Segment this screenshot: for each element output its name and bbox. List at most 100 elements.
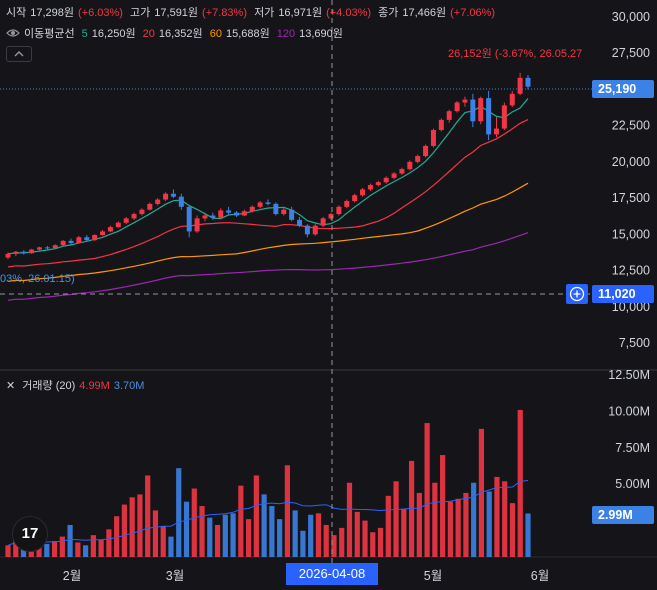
candle-body (233, 212, 239, 216)
candlestick-series (5, 72, 531, 259)
candle-body (320, 218, 326, 226)
volume-bar (176, 468, 182, 557)
volume-bar (230, 513, 236, 557)
candle-body (170, 193, 176, 197)
volume-legend: ✕ 거래량 (20) 4.99M 3.70M (6, 377, 148, 393)
volume-bar (67, 524, 73, 557)
ma60-line (7, 182, 529, 282)
ma5-line (7, 98, 529, 255)
tradingview-logo[interactable]: 17 (12, 516, 48, 552)
time-axis-tick: 2월 (63, 569, 81, 583)
volume-label: 거래량 (20) (22, 380, 76, 392)
volume-bar (207, 517, 213, 557)
volume-bar (502, 481, 508, 557)
volume-bar (277, 519, 283, 557)
candle-body (367, 185, 373, 190)
moving-average-lines (7, 98, 529, 301)
candle-body (76, 237, 82, 244)
volume-bar (214, 524, 221, 557)
candle-body (430, 130, 436, 146)
volume-bar (354, 511, 360, 557)
time-axis-tick: 5월 (424, 569, 442, 583)
volume-bar (401, 508, 407, 557)
candle-body (68, 240, 74, 244)
volume-series (5, 409, 531, 557)
volume-axis-tick: 10.00M (608, 404, 650, 418)
candle-body (297, 219, 303, 226)
volume-bar (261, 494, 267, 557)
candle-body (493, 128, 499, 135)
volume-bar (517, 409, 523, 557)
volume-bar (486, 491, 492, 557)
ma-legend: 이동평균선 5 16,250원 20 16,352원 60 15,688원 120 13… (6, 25, 347, 41)
visibility-toggle-icon[interactable] (6, 27, 20, 39)
volume-bar (455, 498, 461, 557)
collapse-legend-button[interactable] (6, 46, 32, 62)
candle-body (186, 206, 192, 232)
ohlc-legend: 시작 17,298원 (+6.03%) 고가 17,591원 (+7.83%) 저가 16… (6, 4, 499, 20)
volume-bar (245, 519, 252, 557)
volume-bar (168, 536, 174, 557)
volume-bar (331, 535, 337, 557)
volume-bar (370, 532, 376, 557)
volume-bar (284, 465, 291, 557)
low-value: 16,971원 (278, 7, 323, 19)
plus-circle-icon (569, 286, 585, 302)
candle-body (383, 177, 389, 183)
volume-bar (121, 504, 128, 557)
volume-bar (292, 510, 298, 557)
candle-body (501, 105, 507, 129)
high-label: 고가 (130, 7, 151, 19)
volume-bar (471, 482, 477, 557)
volume-bar (408, 460, 415, 557)
low-marker-annotation: 03%, 26.01.15) (0, 273, 75, 285)
candle-body (21, 251, 27, 254)
volume-bar (98, 539, 104, 557)
candle-body (478, 98, 484, 122)
volume-bar (59, 536, 65, 557)
axes: 30,00027,50025,00022,50020,00017,50015,0… (63, 10, 650, 583)
volume-value-2: 3.70M (113, 380, 145, 392)
candle-body (37, 247, 43, 250)
volume-bar (51, 540, 58, 557)
candle-body (131, 214, 137, 219)
volume-close-icon[interactable]: ✕ (6, 380, 16, 392)
volume-bar (191, 488, 197, 557)
add-alert-button[interactable] (566, 284, 588, 304)
candle-body (360, 189, 366, 196)
candle-body (155, 199, 161, 204)
candle-body (178, 196, 184, 207)
volume-bar (75, 542, 81, 557)
volume-last-tag: 2.99M (592, 506, 654, 524)
candle-body (84, 237, 90, 241)
volume-bar (114, 516, 120, 557)
volume-bar (478, 428, 485, 557)
candle-body (202, 215, 208, 219)
candle-body (454, 102, 460, 112)
volume-bar (315, 513, 322, 557)
candle-body (486, 98, 492, 135)
candle-body (438, 119, 444, 131)
last-price-tag: 25,190 (592, 80, 654, 98)
volume-bar (432, 482, 438, 557)
candle-body (446, 111, 452, 120)
candle-body (265, 202, 271, 204)
ma20-period: 20 (142, 28, 155, 40)
high-pct: (+7.83%) (202, 7, 247, 19)
candle-body (509, 93, 515, 106)
price-axis-tick: 30,000 (612, 10, 650, 24)
ma-label: 이동평균선 (24, 28, 75, 40)
ma120-value: 13,690원 (299, 28, 343, 40)
volume-bar (137, 494, 143, 557)
volume-bar (145, 475, 151, 557)
volume-bar (424, 423, 430, 557)
volume-bar (269, 506, 275, 557)
candle-body (139, 209, 145, 215)
candle-body (100, 231, 106, 236)
crosshair-price-tag: 11,020 (592, 285, 654, 303)
volume-bar (440, 455, 446, 557)
candle-body (391, 173, 397, 178)
ma5-value: 16,250원 (91, 28, 136, 40)
volume-bar (494, 476, 500, 557)
